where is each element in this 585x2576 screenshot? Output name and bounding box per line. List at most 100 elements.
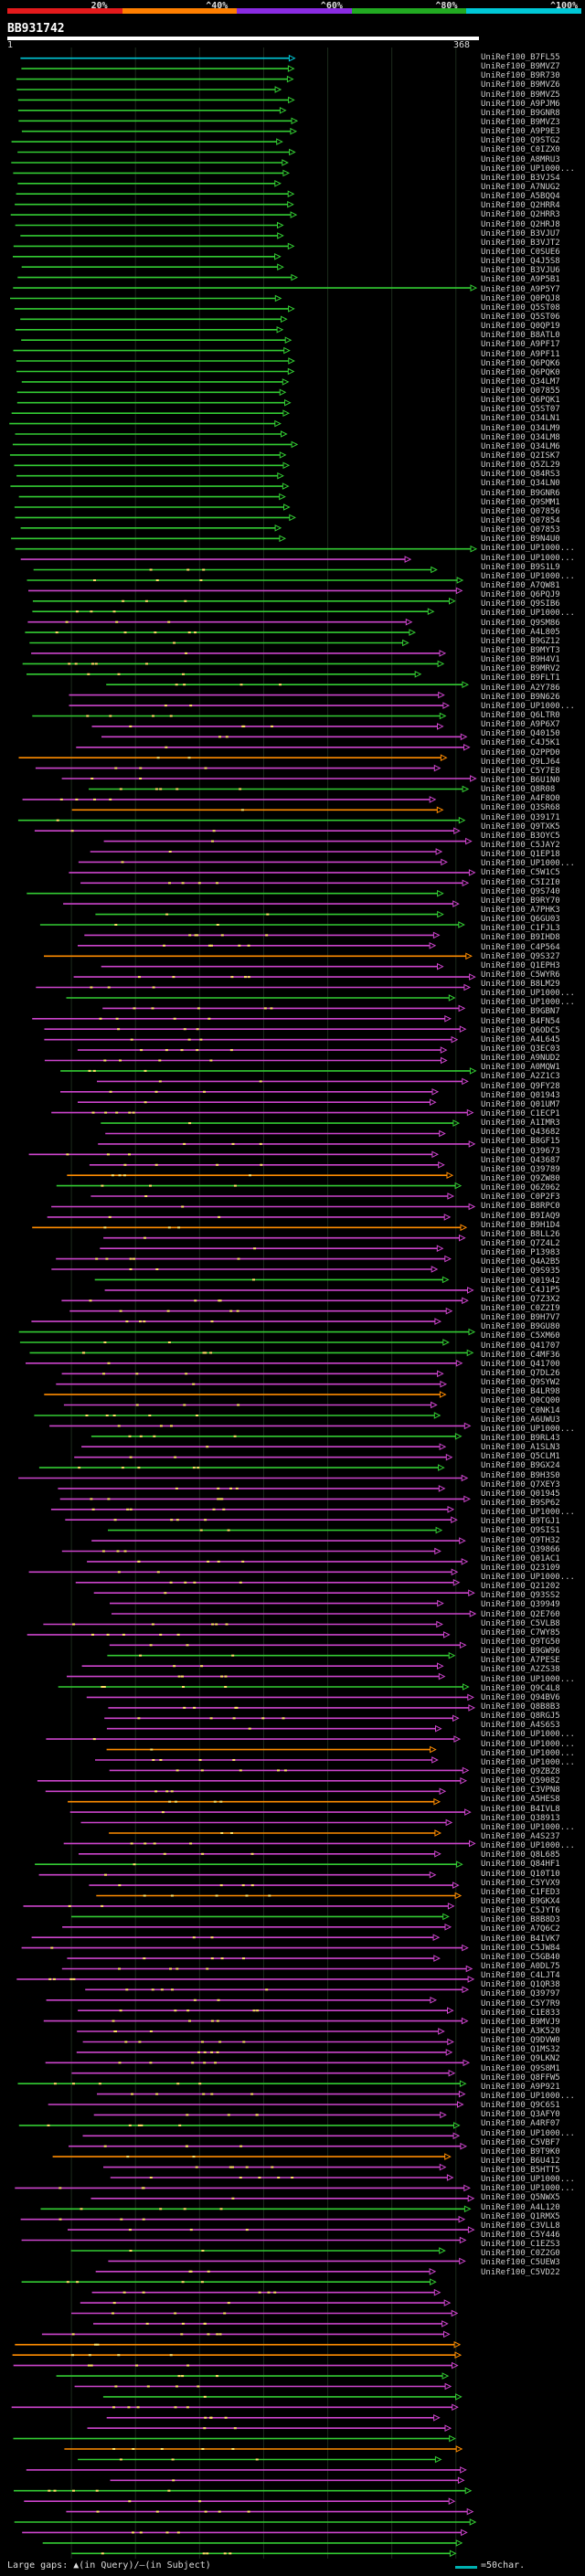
hit-label[interactable]: UniRef100_B9H1D4: [481, 1220, 560, 1230]
hit-label[interactable]: UniRef100_A4S237: [481, 1832, 560, 1841]
hit-label[interactable]: UniRef100_B9MYT3: [481, 646, 560, 655]
hit-label[interactable]: UniRef100_Q93SS2: [481, 1591, 560, 1601]
hit-label[interactable]: UniRef100_UP1000...: [481, 2091, 575, 2101]
hit-label[interactable]: UniRef100_Q38913: [481, 1813, 560, 1823]
hit-label[interactable]: UniRef100_UP1000...: [481, 1730, 575, 1740]
hit-label[interactable]: UniRef100_Q2HRR3: [481, 210, 560, 220]
hit-label[interactable]: UniRef100_UP1000...: [481, 553, 575, 563]
hit-label[interactable]: UniRef100_Q7DL26: [481, 1368, 560, 1378]
hit-label[interactable]: UniRef100_C1E833: [481, 2008, 560, 2018]
hit-label[interactable]: UniRef100_Q01UM7: [481, 1099, 560, 1109]
hit-label[interactable]: UniRef100_Q9TH32: [481, 1535, 560, 1545]
hit-label[interactable]: UniRef100_Q34LN1: [481, 414, 560, 424]
hit-label[interactable]: UniRef100_UP1000...: [481, 1424, 575, 1434]
hit-label[interactable]: UniRef100_A4L120: [481, 2202, 560, 2212]
hit-label[interactable]: UniRef100_B9MVZ6: [481, 80, 560, 90]
hit-label[interactable]: UniRef100_UP1000...: [481, 2128, 575, 2138]
hit-label[interactable]: UniRef100_UP1000...: [481, 2184, 575, 2194]
hit-label[interactable]: UniRef100_Q39797: [481, 1989, 560, 1999]
hit-label[interactable]: UniRef100_Q1MS32: [481, 2045, 560, 2055]
hit-label[interactable]: UniRef100_Q9S935: [481, 1267, 560, 1277]
hit-label[interactable]: UniRef100_B3OYC5: [481, 831, 560, 841]
hit-label[interactable]: UniRef100_Q4A2B5: [481, 1257, 560, 1267]
hit-label[interactable]: UniRef100_B9RY70: [481, 896, 560, 906]
hit-label[interactable]: UniRef100_C0Z2I9: [481, 1303, 560, 1313]
hit-label[interactable]: UniRef100_UP1000...: [481, 609, 575, 619]
hit-label[interactable]: UniRef100_A7PESE: [481, 1656, 560, 1666]
hit-label[interactable]: UniRef100_A9PF11: [481, 349, 560, 359]
hit-label[interactable]: UniRef100_A9P5B1: [481, 275, 560, 285]
hit-label[interactable]: UniRef100_C1FED3: [481, 1887, 560, 1897]
hit-label[interactable]: UniRef100_C1FJL3: [481, 924, 560, 934]
hit-label[interactable]: UniRef100_C5UEW3: [481, 2258, 560, 2268]
hit-label[interactable]: UniRef100_A3K520: [481, 2026, 560, 2036]
hit-label[interactable]: UniRef100_Q0PQJ8: [481, 293, 560, 303]
hit-label[interactable]: UniRef100_Q21202: [481, 1582, 560, 1592]
hit-label[interactable]: UniRef100_C5Y7E8: [481, 766, 560, 776]
hit-label[interactable]: UniRef100_B3VJT2: [481, 238, 560, 248]
hit-label[interactable]: UniRef100_Q3AFY0: [481, 2110, 560, 2120]
hit-label[interactable]: UniRef100_C3VLL8: [481, 2221, 560, 2231]
hit-label[interactable]: UniRef100_B8B8D3: [481, 1915, 560, 1925]
hit-label[interactable]: UniRef100_A9P6X7: [481, 720, 560, 730]
hit-label[interactable]: UniRef100_B9MRV2: [481, 664, 560, 674]
hit-label[interactable]: UniRef100_B8GF15: [481, 1137, 560, 1147]
hit-label[interactable]: UniRef100_A7PHK3: [481, 905, 560, 915]
hit-label[interactable]: UniRef100_Q10T10: [481, 1869, 560, 1879]
hit-label[interactable]: UniRef100_Q7Z4L2: [481, 1239, 560, 1248]
hit-label[interactable]: UniRef100_B3VJU6: [481, 266, 560, 276]
hit-label[interactable]: UniRef100_A9PJM6: [481, 99, 560, 109]
hit-label[interactable]: UniRef100_Q1RMX5: [481, 2211, 560, 2221]
hit-label[interactable]: UniRef100_B9MVZ3: [481, 117, 560, 127]
hit-label[interactable]: UniRef100_B4LR98: [481, 1387, 560, 1397]
hit-label[interactable]: UniRef100_C0NK14: [481, 1405, 560, 1415]
hit-label[interactable]: UniRef100_C5Y7R9: [481, 1998, 560, 2009]
hit-label[interactable]: UniRef100_Q9LKN2: [481, 2054, 560, 2064]
hit-label[interactable]: UniRef100_Q39949: [481, 1600, 560, 1610]
hit-label[interactable]: UniRef100_UP1000...: [481, 1508, 575, 1518]
hit-label[interactable]: UniRef100_Q94BV6: [481, 1692, 560, 1702]
hit-label[interactable]: UniRef100_Q2PPD0: [481, 747, 560, 758]
hit-label[interactable]: UniRef100_Q8FFW5: [481, 2072, 560, 2083]
hit-label[interactable]: UniRef100_Q41700: [481, 1359, 560, 1369]
hit-label[interactable]: UniRef100_C0Z2G0: [481, 2249, 560, 2259]
hit-label[interactable]: UniRef100_Q8RGJ5: [481, 1712, 560, 1722]
hit-label[interactable]: UniRef100_Q34LM7: [481, 376, 560, 387]
hit-label[interactable]: UniRef100_Q1QR38: [481, 1980, 560, 1990]
hit-label[interactable]: UniRef100_A9NUD2: [481, 1054, 560, 1064]
hit-label[interactable]: UniRef100_Q5ZL29: [481, 461, 560, 471]
hit-label[interactable]: UniRef100_Q9C6S1: [481, 2101, 560, 2111]
hit-label[interactable]: UniRef100_Q5ST08: [481, 302, 560, 313]
hit-label[interactable]: UniRef100_C4J1P5: [481, 1285, 560, 1295]
hit-label[interactable]: UniRef100_B8ATL0: [481, 331, 560, 341]
hit-label[interactable]: UniRef100_Q6PQK0: [481, 367, 560, 377]
hit-label[interactable]: UniRef100_Q9S740: [481, 886, 560, 896]
hit-label[interactable]: UniRef100_C5I2I0: [481, 877, 560, 887]
hit-label[interactable]: UniRef100_C5VLB8: [481, 1618, 560, 1628]
hit-label[interactable]: UniRef100_A5HES8: [481, 1795, 560, 1805]
hit-label[interactable]: UniRef100_Q6PQK1: [481, 396, 560, 406]
hit-label[interactable]: UniRef100_Q01AC1: [481, 1553, 560, 1564]
hit-label[interactable]: UniRef100_B8LL26: [481, 1229, 560, 1239]
hit-label[interactable]: UniRef100_B9MVZ5: [481, 90, 560, 100]
hit-label[interactable]: UniRef100_B9T9K0: [481, 2147, 560, 2157]
hit-label[interactable]: UniRef100_C1ECP1: [481, 1109, 560, 1119]
hit-label[interactable]: UniRef100_A4L645: [481, 1034, 560, 1044]
hit-label[interactable]: UniRef100_A4F8O0: [481, 794, 560, 804]
hit-label[interactable]: UniRef100_B9H3S0: [481, 1470, 560, 1480]
hit-label[interactable]: UniRef100_B9N626: [481, 692, 560, 702]
hit-label[interactable]: UniRef100_UP1000...: [481, 859, 575, 869]
hit-label[interactable]: UniRef100_Q0CQ00: [481, 1396, 560, 1406]
hit-label[interactable]: UniRef100_Q5ST06: [481, 312, 560, 322]
hit-label[interactable]: UniRef100_B9GKX4: [481, 1896, 560, 1906]
hit-label[interactable]: UniRef100_UP1000...: [481, 1841, 575, 1851]
hit-label[interactable]: UniRef100_Q9SIS1: [481, 1526, 560, 1536]
hit-label[interactable]: UniRef100_Q39866: [481, 1544, 560, 1554]
hit-label[interactable]: UniRef100_Q4J5S8: [481, 257, 560, 267]
hit-label[interactable]: UniRef100_B3VJU7: [481, 228, 560, 239]
hit-label[interactable]: UniRef100_C7WY85: [481, 1627, 560, 1638]
hit-label[interactable]: UniRef100_C0IZX0: [481, 145, 560, 155]
hit-label[interactable]: UniRef100_A1IMR3: [481, 1118, 560, 1129]
hit-label[interactable]: UniRef100_Q9SIB6: [481, 599, 560, 610]
hit-label[interactable]: UniRef100_C5VBF7: [481, 2137, 560, 2147]
